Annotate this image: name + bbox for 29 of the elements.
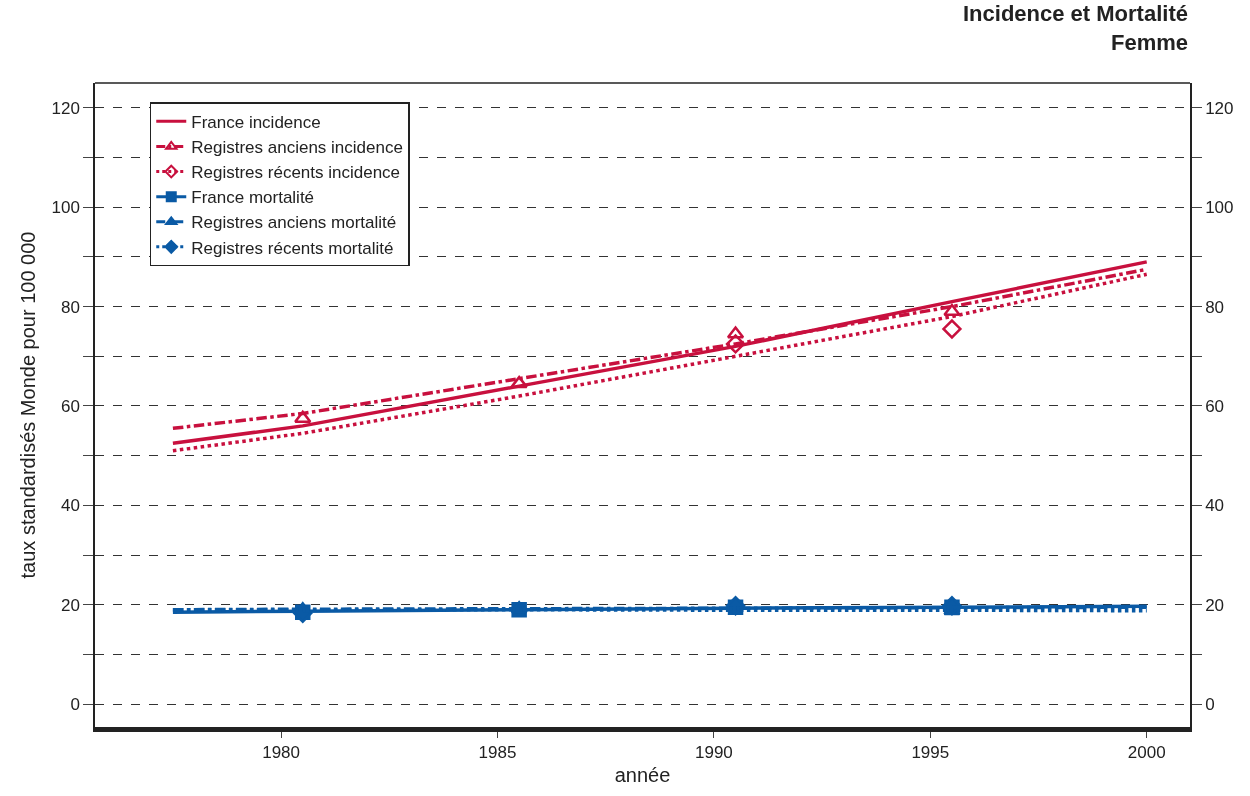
y2-tick-label: 100 [1205, 198, 1234, 218]
legend-label: France mortalité [191, 188, 315, 208]
chart-subtitle: Femme [1111, 30, 1189, 55]
x-tick-label: 1995 [911, 743, 950, 763]
y2-tick-label: 40 [1205, 496, 1225, 516]
y-tick-label: 40 [60, 496, 80, 516]
x-tick-label: 1980 [262, 743, 301, 763]
y-tick-label: 60 [60, 396, 80, 416]
legend-label: France incidence [191, 113, 321, 132]
y2-tick-label: 20 [1205, 595, 1225, 615]
y2-tick-label: 120 [1205, 98, 1234, 118]
y-tick-label: 80 [60, 297, 80, 317]
y-tick-label: 120 [51, 98, 80, 118]
x-tick-label: 1985 [478, 743, 517, 763]
y2-tick-label: 80 [1205, 297, 1225, 317]
x-tick-label: 1990 [695, 743, 733, 763]
y-axis-title: taux standardisés Monde pour 100 000 [17, 231, 40, 579]
y-tick-label: 20 [60, 595, 80, 615]
chart-title: Incidence et Mortalité [963, 1, 1188, 26]
x-axis-title: année [614, 763, 671, 786]
y-tick-label: 100 [51, 198, 80, 218]
y-tick-label: 0 [70, 695, 80, 715]
y2-tick-label: 0 [1205, 695, 1215, 715]
legend-label: Registres récents mortalité [191, 238, 394, 258]
legend-label: Registres récents incidence [191, 163, 401, 183]
legend-label: Registres anciens incidence [191, 138, 403, 158]
x-tick-label: 2000 [1127, 743, 1166, 763]
legend-label: Registres anciens mortalité [191, 213, 397, 233]
y2-tick-label: 60 [1205, 396, 1225, 416]
